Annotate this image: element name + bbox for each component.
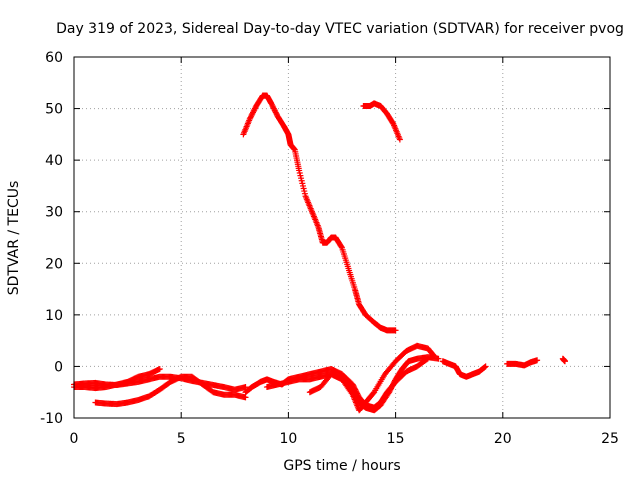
plot-frame bbox=[73, 56, 611, 419]
x-tick-label: 5 bbox=[177, 431, 186, 447]
data-point bbox=[482, 363, 489, 370]
series-track-h bbox=[306, 342, 438, 414]
x-tick-label: 10 bbox=[279, 431, 297, 447]
y-axis-title: SDTVAR / TECUs bbox=[6, 181, 22, 296]
x-tick-label: 15 bbox=[387, 431, 405, 447]
data-point bbox=[242, 384, 249, 391]
y-tick-label: 40 bbox=[45, 153, 63, 169]
series-track-d bbox=[240, 92, 399, 334]
series-track-j bbox=[504, 357, 541, 369]
series-track-k bbox=[559, 355, 568, 365]
grid-lines bbox=[74, 57, 610, 418]
series-track-i bbox=[439, 358, 489, 380]
x-tick-label: 0 bbox=[70, 431, 79, 447]
y-tick-label: 60 bbox=[45, 50, 63, 66]
data-point bbox=[430, 352, 437, 359]
series-track-e bbox=[360, 100, 403, 143]
x-tick-label: 20 bbox=[494, 431, 512, 447]
y-tick-label: 0 bbox=[54, 359, 63, 375]
y-tick-label: 50 bbox=[45, 102, 63, 118]
data-point bbox=[431, 353, 438, 360]
data-points bbox=[71, 92, 568, 414]
y-tick-label: 10 bbox=[45, 308, 63, 324]
chart-title: Day 319 of 2023, Sidereal Day-to-day VTE… bbox=[56, 21, 624, 37]
data-point bbox=[396, 136, 403, 143]
data-point bbox=[338, 243, 345, 250]
series-track-c bbox=[92, 373, 249, 408]
series-track-b bbox=[71, 366, 163, 392]
x-tick-labels: 0 5 10 15 20 25 bbox=[70, 431, 619, 447]
y-tick-label: 30 bbox=[45, 205, 63, 221]
data-point bbox=[435, 355, 442, 362]
data-point bbox=[534, 357, 541, 364]
y-tick-label: -10 bbox=[40, 411, 63, 427]
data-point bbox=[242, 394, 249, 401]
data-point bbox=[156, 366, 163, 373]
axis-ticks bbox=[73, 56, 611, 419]
x-tick-label: 25 bbox=[601, 431, 619, 447]
data-point bbox=[561, 358, 568, 365]
data-point bbox=[392, 327, 399, 334]
y-tick-label: 20 bbox=[45, 256, 63, 272]
y-tick-labels: -10 0 10 20 30 40 50 60 bbox=[40, 50, 63, 427]
x-axis-title: GPS time / hours bbox=[283, 458, 400, 474]
